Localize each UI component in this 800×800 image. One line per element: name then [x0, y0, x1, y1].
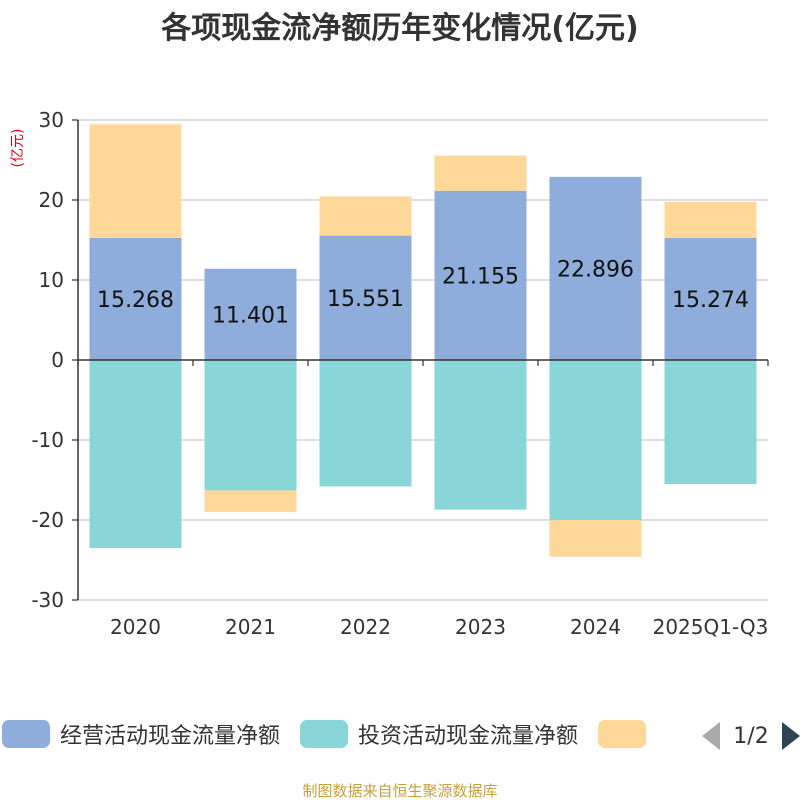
y-tick-label: -30 [31, 588, 64, 612]
legend-prev-icon[interactable] [702, 722, 720, 750]
legend-swatch[interactable] [300, 720, 349, 748]
bar-segment [434, 190, 527, 360]
y-axis-ticks: 30 20 10 0 -10 -20 -30 [31, 108, 78, 612]
bar-segment [89, 360, 182, 548]
data-label: 15.551 [327, 287, 404, 312]
bar-segment [549, 176, 642, 360]
x-tick-label: 2022 [340, 615, 391, 639]
bar-segment [664, 201, 757, 238]
data-label: 11.401 [212, 303, 289, 328]
legend-label[interactable]: 经营活动现金流量净额 [60, 724, 280, 749]
x-tick-label: 2020 [110, 615, 161, 639]
bar-segment [204, 268, 297, 360]
bar-segment [664, 360, 757, 484]
source-note: 制图数据来自恒生聚源数据库 [302, 782, 497, 800]
bar-segment [89, 237, 182, 360]
bar-segment [89, 124, 182, 238]
bars [89, 124, 757, 557]
bar-segment [204, 360, 297, 491]
bar-segment [319, 360, 412, 487]
bar-segment [434, 155, 527, 191]
legend-swatch[interactable] [598, 720, 647, 748]
bar-segment [434, 360, 527, 510]
bar-segment [319, 235, 412, 360]
data-label: 22.896 [557, 257, 634, 282]
y-tick-label: 0 [51, 348, 64, 372]
bar-segment [204, 490, 297, 512]
y-tick-label: 20 [39, 188, 64, 212]
legend-next-icon[interactable] [782, 722, 800, 750]
x-tick-label: 2021 [225, 615, 276, 639]
x-axis-ticks: 2020 2021 2022 2023 2024 2025Q1-Q3 [77, 360, 769, 639]
bar-segment [549, 520, 642, 557]
legend-swatch[interactable] [2, 720, 50, 748]
data-label: 21.155 [442, 264, 519, 289]
data-label: 15.274 [672, 288, 749, 313]
data-labels: 15.268 11.401 15.551 21.155 22.896 15.274 [97, 257, 749, 328]
legend-page-indicator: 1/2 [733, 724, 768, 749]
y-tick-label: -20 [31, 508, 64, 532]
bar-segment [664, 237, 757, 360]
y-tick-label: 30 [39, 108, 64, 132]
y-axis-label: (亿元) [10, 129, 26, 168]
x-tick-label: 2024 [570, 615, 621, 639]
x-tick-label: 2023 [455, 615, 506, 639]
legend-pager: 1/2 [702, 722, 800, 750]
gridlines [78, 119, 768, 601]
chart-title: 各项现金流净额历年变化情况(亿元) [160, 11, 638, 46]
bar-segment [549, 360, 642, 520]
legend: 经营活动现金流量净额 投资活动现金流量净额 [2, 720, 647, 749]
y-tick-label: 10 [39, 268, 64, 292]
bar-segment [319, 196, 412, 236]
y-tick-label: -10 [31, 428, 64, 452]
legend-label[interactable]: 投资活动现金流量净额 [358, 724, 578, 749]
data-label: 15.268 [97, 288, 174, 313]
x-tick-label: 2025Q1-Q3 [653, 615, 769, 639]
